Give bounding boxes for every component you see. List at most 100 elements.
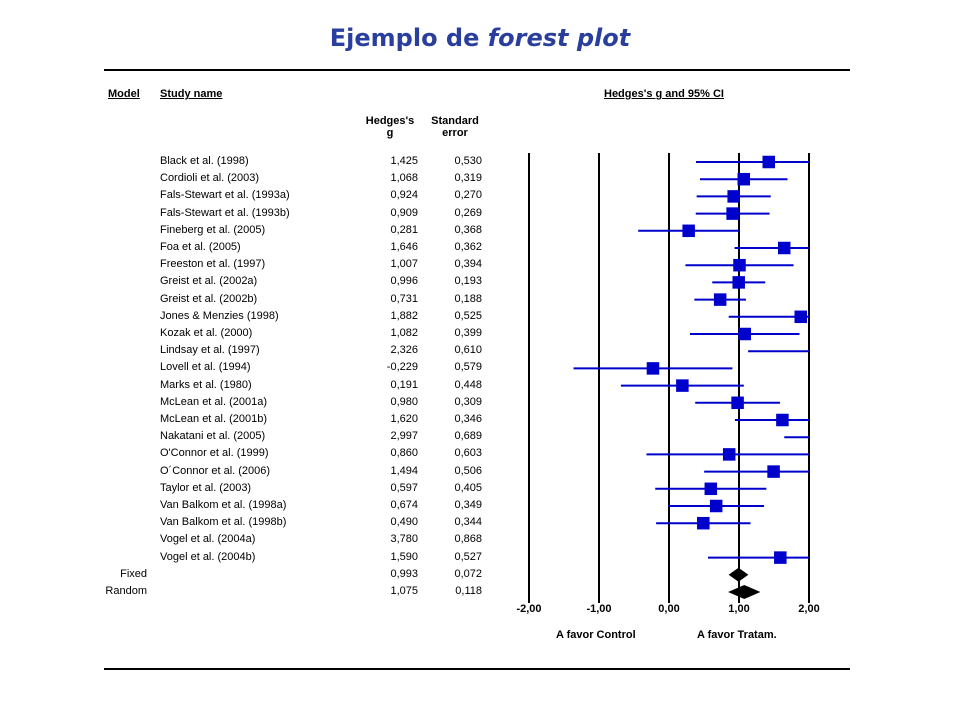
- hedges-g-value: 0,731: [390, 292, 418, 305]
- study-marker: [732, 276, 745, 289]
- model-name: Random: [105, 585, 147, 597]
- study-name: Taylor et al. (2003): [160, 481, 252, 494]
- study-name: O´Connor et al. (2006): [160, 464, 271, 477]
- study-name: Foa et al. (2005): [160, 241, 241, 253]
- study-name: Van Balkom et al. (1998a): [160, 499, 287, 511]
- standard-error-value: 0,506: [454, 464, 482, 477]
- study-name: Greist et al. (2002b): [160, 292, 258, 305]
- x-tick-label: 1,00: [728, 603, 749, 615]
- study-name: Marks et al. (1980): [160, 378, 252, 391]
- bottom-rule: [104, 668, 850, 670]
- page-title: Ejemplo de forest plot: [0, 24, 960, 52]
- study-name: Vogel et al. (2004a): [160, 533, 256, 546]
- hedges-g-value: 1,882: [390, 309, 418, 322]
- hedges-g-value: 0,191: [390, 378, 418, 391]
- standard-error-value: 0,399: [454, 327, 482, 339]
- hedges-g-value: 2,326: [390, 344, 418, 357]
- g-column-header: Hedges's g: [355, 115, 425, 139]
- forest-plot: -2,00 -1,00 0,00 1,00 2,00: [516, 153, 820, 615]
- study-name: Lovell et al. (1994): [160, 361, 251, 374]
- standard-error-value: 0,072: [454, 567, 482, 580]
- hedges-g-value: -0,229: [386, 361, 418, 374]
- study-marker: [774, 551, 787, 564]
- hedges-g-value: 2,997: [390, 430, 418, 443]
- study-marker: [722, 448, 736, 461]
- standard-error-value: 0,868: [454, 533, 482, 546]
- standard-error-value: 0,269: [454, 206, 482, 219]
- hedges-g-value: 0,993: [390, 567, 418, 580]
- study-marker: [646, 362, 660, 375]
- x-tick-label: 2,00: [798, 603, 819, 615]
- hedges-g-value: 1,620: [390, 413, 418, 425]
- se-column-header: Standard error: [420, 115, 490, 139]
- hedges-g-value: 3,780: [390, 533, 418, 546]
- hedges-g-value: 0,674: [390, 499, 418, 511]
- standard-error-value: 0,319: [454, 172, 482, 185]
- title-main: Ejemplo de: [329, 24, 488, 52]
- hedges-g-value: 0,980: [390, 395, 418, 408]
- hedges-g-value: 1,082: [390, 327, 418, 339]
- study-name: Cordioli et al. (2003): [160, 172, 260, 185]
- standard-error-value: 0,309: [454, 395, 482, 408]
- standard-error-value: 0,270: [454, 189, 482, 202]
- summary-diamond: [728, 585, 761, 599]
- standard-error-value: 0,530: [454, 155, 482, 167]
- hedges-g-value: 0,490: [390, 516, 418, 529]
- study-marker: [738, 327, 751, 341]
- study-name: O'Connor et al. (1999): [160, 447, 269, 460]
- model-header: Model: [108, 88, 140, 100]
- study-name: Jones & Menzies (1998): [160, 309, 279, 322]
- standard-error-value: 0,193: [454, 275, 482, 288]
- standard-error-value: 0,118: [455, 585, 482, 597]
- hedges-g-value: 0,924: [390, 189, 418, 202]
- standard-error-value: 0,344: [454, 516, 482, 529]
- hedges-g-value: 0,281: [390, 223, 418, 236]
- standard-error-value: 0,689: [454, 430, 482, 443]
- study-marker: [727, 190, 740, 203]
- hedges-g-value: 0,909: [390, 206, 418, 219]
- study-name: Black et al. (1998): [160, 155, 249, 167]
- standard-error-value: 0,603: [454, 447, 482, 460]
- hedges-g-value: 1,425: [390, 155, 418, 167]
- study-name: McLean et al. (2001b): [160, 413, 268, 425]
- study-header: Study name: [160, 88, 223, 100]
- x-tick-label: -2,00: [516, 603, 541, 615]
- study-marker: [737, 172, 751, 186]
- hedges-g-value: 1,075: [390, 585, 418, 597]
- hedges-g-value: 1,646: [390, 241, 418, 253]
- standard-error-value: 0,610: [454, 344, 482, 357]
- study-marker: [682, 224, 695, 238]
- study-name: Greist et al. (2002a): [160, 275, 258, 288]
- plot-header: Hedges's g and 95% CI: [604, 88, 724, 100]
- model-name: Fixed: [120, 567, 147, 580]
- favor-control-label: A favor Control: [556, 629, 636, 641]
- study-marker: [767, 465, 780, 478]
- standard-error-value: 0,405: [454, 481, 482, 494]
- study-name: Fals-Stewart et al. (1993b): [160, 206, 290, 219]
- standard-error-value: 0,525: [454, 309, 482, 322]
- study-name: Kozak et al. (2000): [160, 327, 253, 339]
- study-marker: [731, 396, 744, 410]
- x-tick-label: -1,00: [586, 603, 611, 615]
- study-name: Fals-Stewart et al. (1993a): [160, 189, 290, 202]
- standard-error-value: 0,368: [454, 223, 482, 236]
- title-italic: forest plot: [487, 24, 631, 52]
- study-marker: [794, 310, 807, 324]
- study-marker: [709, 499, 723, 513]
- hedges-g-value: 1,590: [390, 550, 418, 563]
- study-name: McLean et al. (2001a): [160, 395, 268, 408]
- study-marker: [762, 155, 775, 169]
- study-name: Freeston et al. (1997): [160, 258, 266, 271]
- top-rule: [104, 69, 850, 71]
- standard-error-value: 0,448: [454, 378, 482, 391]
- study-name: Lindsay et al. (1997): [160, 344, 260, 357]
- hedges-g-value: 1,068: [390, 172, 418, 185]
- study-name: Vogel et al. (2004b): [160, 550, 256, 563]
- study-marker: [704, 482, 718, 496]
- x-tick-label: 0,00: [658, 603, 679, 615]
- se-header-line2: error: [442, 127, 468, 139]
- study-marker: [776, 413, 789, 427]
- study-marker: [713, 293, 727, 306]
- g-header-line2: g: [386, 127, 394, 139]
- standard-error-value: 0,362: [454, 241, 482, 253]
